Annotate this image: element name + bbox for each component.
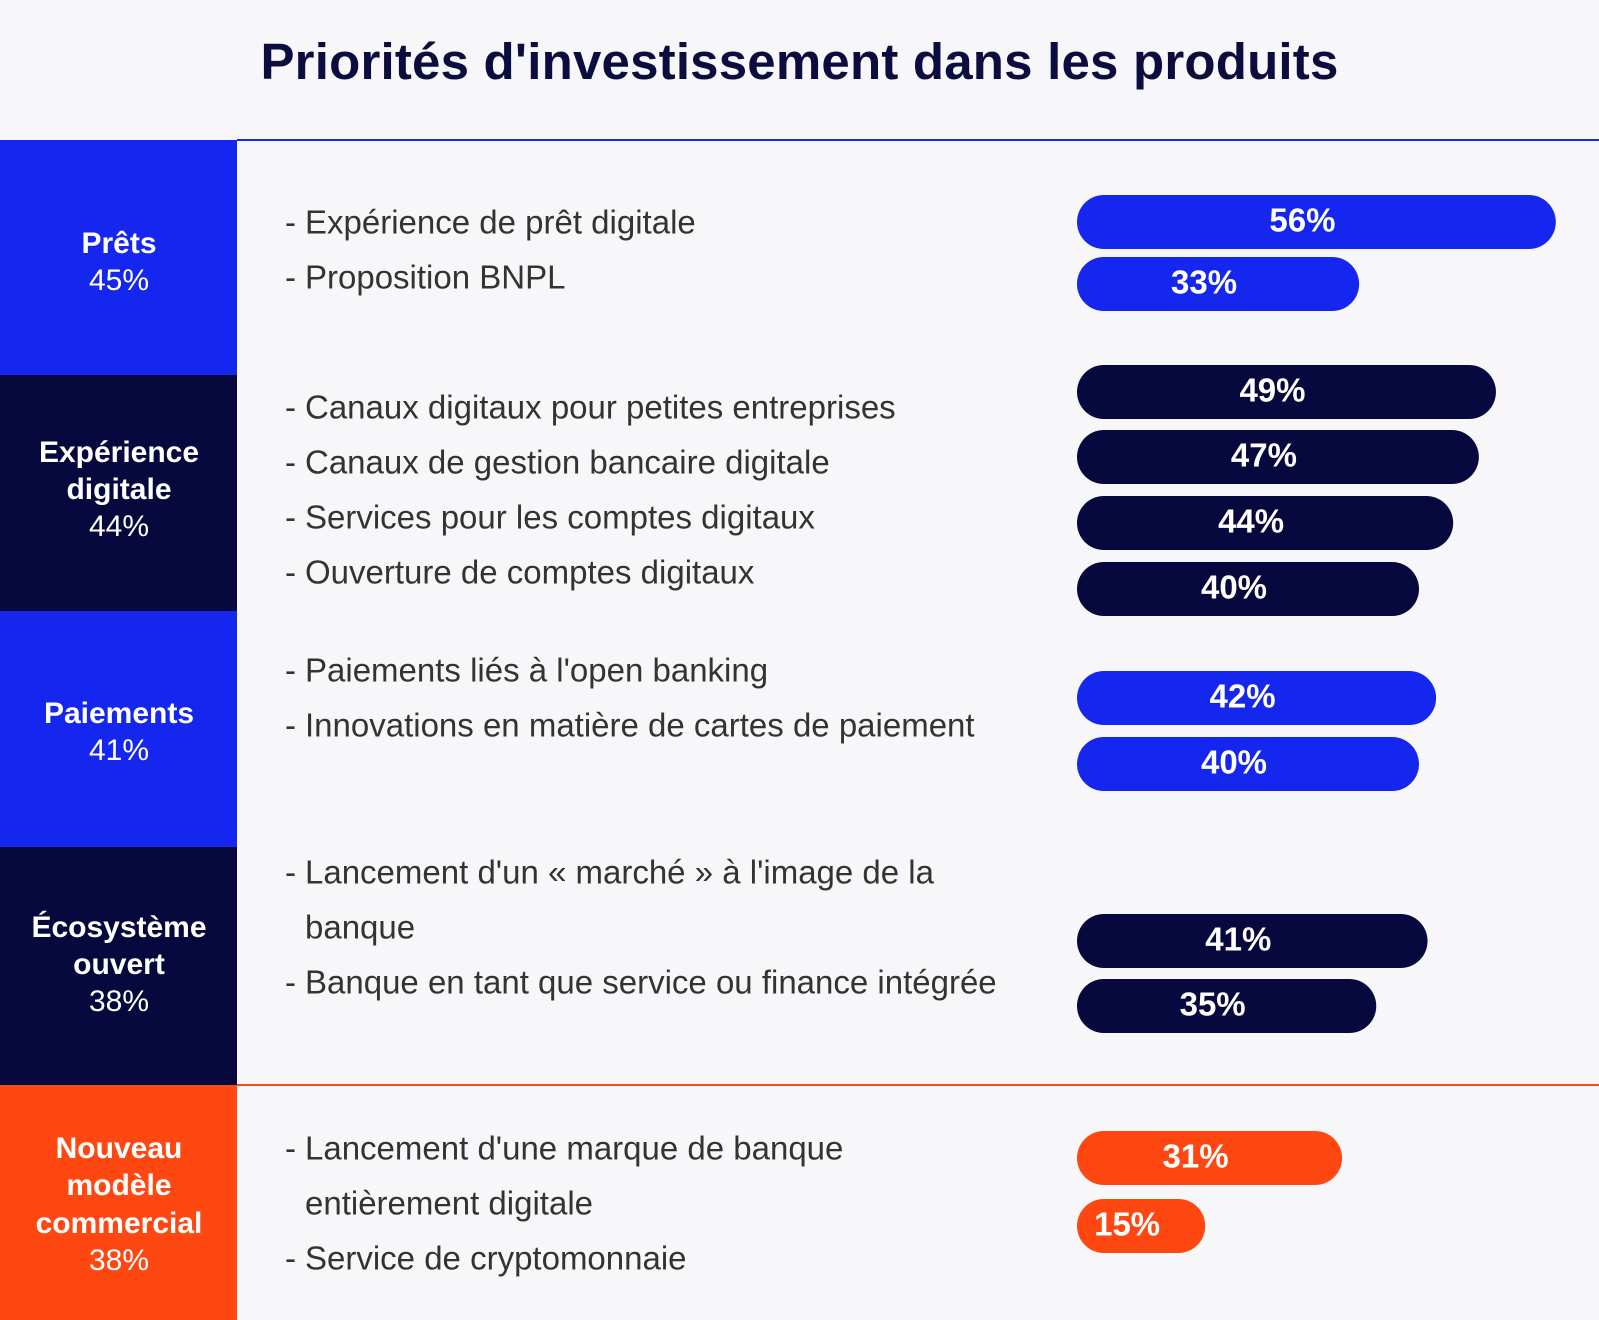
bar (1077, 257, 1360, 311)
category-name: Expérience (39, 436, 199, 469)
item-label: Service de cryptomonnaie (305, 1240, 687, 1277)
category-value: 38% (89, 985, 149, 1018)
item-dash: - (285, 444, 296, 481)
bar (1077, 737, 1419, 791)
category-value: 41% (89, 734, 149, 767)
item-label: Canaux de gestion bancaire digitale (305, 444, 830, 481)
item-dash: - (285, 499, 296, 536)
bar-value-label: 56% (1269, 202, 1335, 239)
category-name: Prêts (81, 227, 156, 260)
item-label: Innovations en matière de cartes de paie… (305, 707, 975, 744)
item-label: Expérience de prêt digitale (305, 204, 696, 241)
item-label: Ouverture de comptes digitaux (305, 554, 755, 591)
item-dash: - (285, 259, 296, 296)
item-dash: - (285, 854, 296, 891)
item-label: Paiements liés à l'open banking (305, 652, 768, 689)
bar (1077, 562, 1419, 616)
bar (1077, 195, 1556, 249)
item-label: entièrement digitale (305, 1185, 593, 1222)
bar (1077, 430, 1479, 484)
item-label: Lancement d'un « marché » à l'image de l… (305, 854, 935, 891)
bar (1077, 496, 1454, 550)
category-name: ouvert (73, 948, 165, 981)
category-name: Paiements (44, 697, 194, 730)
item-label: Canaux digitaux pour petites entreprises (305, 389, 896, 426)
category-block-1 (0, 375, 237, 611)
category-block-2 (0, 611, 237, 847)
category-block-0 (0, 140, 237, 375)
bar-value-label: 33% (1171, 264, 1237, 301)
item-dash: - (285, 652, 296, 689)
item-dash: - (285, 554, 296, 591)
item-label: Lancement d'une marque de banque (305, 1130, 843, 1167)
bar-value-label: 40% (1201, 569, 1267, 606)
bar-value-label: 49% (1239, 372, 1305, 409)
bar (1077, 671, 1437, 725)
item-label: Banque en tant que service ou finance in… (305, 964, 997, 1001)
item-dash: - (285, 1240, 296, 1277)
bar-value-label: 31% (1162, 1138, 1228, 1175)
bar-value-label: 15% (1094, 1206, 1160, 1243)
category-name: Écosystème (31, 910, 206, 944)
item-dash: - (285, 204, 296, 241)
bar (1077, 914, 1428, 968)
item-label: Proposition BNPL (305, 259, 565, 296)
category-value: 44% (89, 510, 149, 543)
category-block-4 (0, 1085, 237, 1320)
category-name: digitale (66, 473, 171, 506)
bar-value-label: 35% (1180, 986, 1246, 1023)
bar-value-label: 47% (1231, 437, 1297, 474)
chart-title: Priorités d'investissement dans les prod… (260, 33, 1339, 90)
bar (1077, 365, 1496, 419)
bar (1077, 1131, 1343, 1185)
item-label: Services pour les comptes digitaux (305, 499, 815, 536)
category-block-3 (0, 847, 237, 1085)
category-name: modèle (66, 1169, 171, 1202)
bar-value-label: 40% (1201, 744, 1267, 781)
item-dash: - (285, 1130, 296, 1167)
category-value: 38% (89, 1244, 149, 1277)
category-value: 45% (89, 264, 149, 297)
bar-value-label: 44% (1218, 503, 1284, 540)
item-dash: - (285, 389, 296, 426)
item-dash: - (285, 707, 296, 744)
category-name: Nouveau (56, 1132, 183, 1165)
bar (1077, 979, 1377, 1033)
bar-value-label: 41% (1205, 921, 1271, 958)
item-dash: - (285, 964, 296, 1001)
item-label: banque (305, 909, 415, 946)
category-name: commercial (36, 1207, 203, 1240)
bar (1077, 1199, 1206, 1253)
bar-value-label: 42% (1210, 678, 1276, 715)
